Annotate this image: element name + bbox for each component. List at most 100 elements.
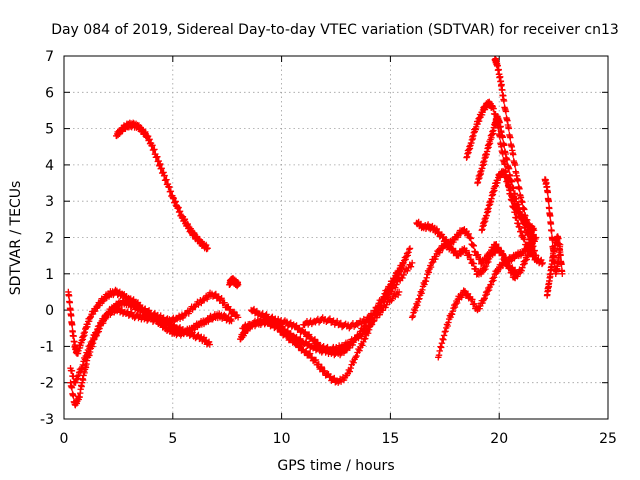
- data-point: [511, 161, 519, 169]
- data-point: [79, 361, 87, 369]
- data-point: [471, 300, 478, 308]
- y-tick-label: 0: [45, 303, 54, 319]
- data-point: [234, 314, 242, 321]
- data-point: [522, 257, 529, 264]
- data-point: [498, 247, 505, 255]
- data-point: [406, 246, 413, 253]
- data-point: [407, 263, 415, 270]
- data-point: [352, 354, 359, 361]
- data-point: [438, 339, 446, 347]
- data-point: [93, 328, 100, 336]
- data-point: [485, 286, 493, 294]
- x-tick-label: 25: [599, 431, 617, 447]
- data-point: [465, 230, 472, 238]
- data-point: [519, 261, 527, 268]
- data-point: [362, 335, 369, 342]
- data-point: [436, 347, 443, 355]
- data-point: [306, 350, 314, 357]
- data-point: [387, 281, 394, 288]
- data-point: [545, 198, 552, 205]
- data-point: [511, 266, 519, 274]
- data-point: [66, 299, 74, 306]
- data-point: [303, 347, 310, 355]
- y-tick-label: -3: [40, 412, 54, 428]
- data-point: [297, 335, 304, 342]
- data-point: [89, 337, 96, 345]
- data-point: [400, 257, 408, 264]
- data-point: [388, 288, 395, 295]
- y-tick-label: 4: [45, 158, 54, 174]
- series-arc-i: [300, 259, 416, 332]
- data-point: [377, 302, 384, 309]
- data-point: [88, 340, 95, 348]
- data-point: [206, 341, 213, 348]
- data-point: [317, 364, 324, 372]
- data-point: [480, 266, 488, 274]
- data-point: [440, 336, 447, 343]
- data-point: [86, 345, 93, 352]
- data-point: [405, 249, 412, 256]
- data-point: [521, 260, 528, 267]
- data-point: [460, 287, 467, 294]
- x-tick-label: 5: [168, 431, 177, 447]
- data-point: [439, 335, 446, 343]
- data-point: [86, 341, 94, 349]
- y-tick-label: -1: [40, 339, 54, 355]
- y-tick-label: -2: [40, 376, 54, 392]
- data-point: [84, 351, 91, 358]
- data-point: [73, 376, 80, 383]
- data-point: [523, 256, 530, 263]
- data-point: [538, 256, 545, 264]
- data-point: [559, 270, 566, 277]
- plot-frame: [63, 55, 609, 420]
- series-arc-p: [491, 55, 538, 241]
- data-point: [422, 278, 430, 285]
- data-point: [505, 125, 513, 132]
- data-point: [467, 235, 475, 242]
- y-tick-label: 6: [45, 85, 54, 101]
- data-point: [68, 312, 75, 320]
- data-point: [321, 367, 328, 374]
- data-point: [384, 294, 392, 301]
- data-point: [95, 325, 103, 332]
- data-point: [518, 267, 525, 274]
- data-point: [408, 314, 416, 321]
- data-point: [510, 151, 517, 158]
- data-point: [481, 295, 488, 302]
- data-point: [361, 328, 368, 336]
- data-point: [411, 307, 419, 314]
- data-point: [402, 256, 409, 263]
- x-tick-label: 10: [273, 431, 291, 447]
- data-point: [482, 292, 489, 299]
- data-point: [548, 227, 555, 235]
- data-point: [350, 359, 357, 366]
- data-point: [539, 259, 546, 267]
- data-point: [76, 369, 83, 376]
- x-tick-label: 20: [490, 431, 508, 447]
- data-point: [467, 256, 475, 263]
- data-point: [353, 352, 360, 360]
- data-point: [204, 245, 211, 252]
- data-point: [404, 267, 411, 275]
- series-arc-a: [113, 119, 211, 253]
- data-point: [427, 263, 435, 271]
- data-point: [507, 134, 514, 141]
- data-point: [381, 298, 388, 305]
- data-point: [423, 274, 430, 281]
- data-point: [484, 287, 491, 295]
- data-point: [482, 265, 489, 273]
- data-point: [226, 316, 234, 324]
- series-arc-k: [408, 240, 520, 321]
- y-tick-label: 2: [45, 231, 54, 247]
- data-point: [408, 259, 416, 267]
- data-point: [305, 331, 313, 338]
- data-point: [437, 343, 444, 350]
- data-point: [77, 368, 84, 375]
- data-point: [347, 364, 354, 372]
- data-point: [485, 258, 492, 266]
- data-point: [480, 296, 488, 303]
- data-point: [447, 313, 454, 321]
- data-point: [482, 262, 490, 270]
- data-point: [74, 375, 81, 382]
- data-point: [445, 319, 452, 326]
